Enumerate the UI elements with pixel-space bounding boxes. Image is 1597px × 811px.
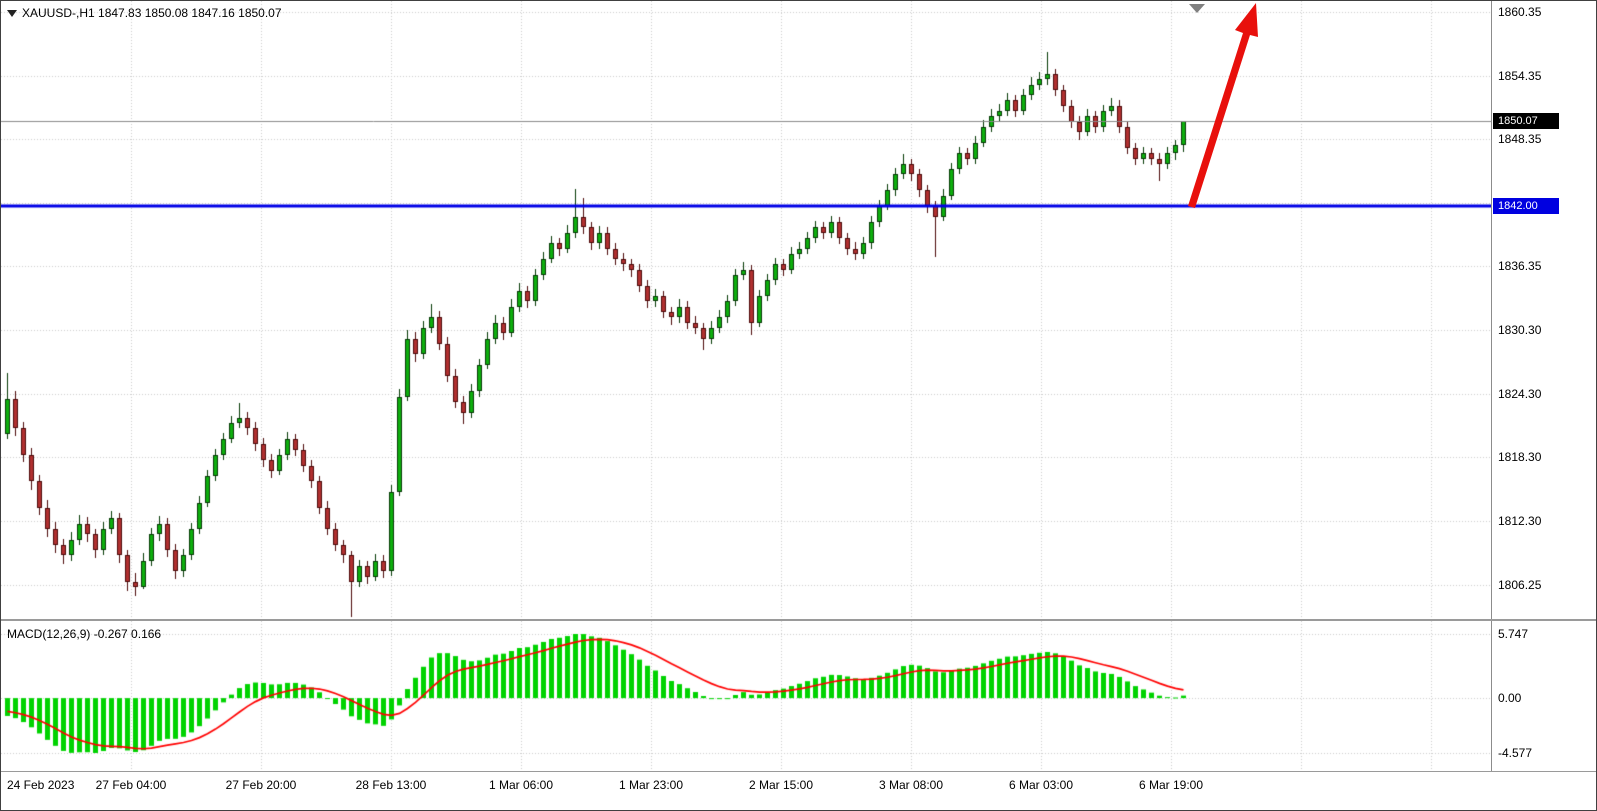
time-tick-label: 1 Mar 23:00 bbox=[618, 778, 684, 792]
collapse-chart-icon[interactable] bbox=[7, 10, 17, 18]
macd-axis-min-label: -4.577 bbox=[1498, 746, 1533, 760]
price-tick-label: 1848.35 bbox=[1498, 132, 1542, 146]
price-tick-label: 1854.35 bbox=[1498, 69, 1542, 83]
price-axis[interactable]: 1850.07 1842.00 5.747 0.00 -4.577 1860.3… bbox=[1491, 1, 1596, 771]
macd-axis-max-label: 5.747 bbox=[1498, 627, 1529, 641]
time-tick-label: 6 Mar 03:00 bbox=[1008, 778, 1074, 792]
time-tick-label: 27 Feb 20:00 bbox=[225, 778, 297, 792]
macd-canvas[interactable] bbox=[1, 621, 1491, 771]
time-tick-label: 2 Mar 15:00 bbox=[748, 778, 814, 792]
trend-arrow[interactable] bbox=[1, 1, 1491, 619]
time-axis-divider bbox=[1, 771, 1596, 772]
macd-indicator-label: MACD(12,26,9) -0.267 0.166 bbox=[7, 627, 162, 641]
current-price-tag: 1850.07 bbox=[1493, 113, 1559, 129]
time-tick-label: 6 Mar 19:00 bbox=[1138, 778, 1204, 792]
price-tick-label: 1824.30 bbox=[1498, 387, 1542, 401]
macd-panel bbox=[1, 621, 1491, 771]
candlestick-chart-canvas[interactable] bbox=[1, 1, 1491, 619]
panel-splitter[interactable] bbox=[1, 619, 1596, 621]
symbol-info: XAUUSD-,H1 1847.83 1850.08 1847.16 1850.… bbox=[7, 6, 282, 20]
price-tick-label: 1860.35 bbox=[1498, 5, 1542, 19]
time-tick-label: 1 Mar 06:00 bbox=[488, 778, 554, 792]
macd-axis-zero-label: 0.00 bbox=[1498, 691, 1522, 705]
time-axis[interactable]: 24 Feb 2023 27 Feb 04:00 27 Feb 20:00 28 Fe… bbox=[1, 772, 1596, 810]
time-tick-label: 28 Feb 13:00 bbox=[355, 778, 427, 792]
price-tick-label: 1806.25 bbox=[1498, 578, 1542, 592]
time-tick-label: 3 Mar 08:00 bbox=[878, 778, 944, 792]
symbol-ohlc-readout: XAUUSD-,H1 1847.83 1850.08 1847.16 1850.… bbox=[22, 6, 282, 20]
chart-shift-marker-icon[interactable] bbox=[1189, 4, 1205, 13]
price-tick-label: 1830.30 bbox=[1498, 323, 1542, 337]
price-tick-label: 1812.30 bbox=[1498, 514, 1542, 528]
price-tick-label: 1818.30 bbox=[1498, 450, 1542, 464]
hline-price-tag: 1842.00 bbox=[1493, 198, 1559, 214]
price-tick-label: 1836.35 bbox=[1498, 259, 1542, 273]
price-chart-panel: XAUUSD-,H1 1847.83 1850.08 1847.16 1850.… bbox=[1, 1, 1491, 619]
time-tick-label: 24 Feb 2023 bbox=[7, 778, 75, 792]
time-tick-label: 27 Feb 04:00 bbox=[95, 778, 167, 792]
